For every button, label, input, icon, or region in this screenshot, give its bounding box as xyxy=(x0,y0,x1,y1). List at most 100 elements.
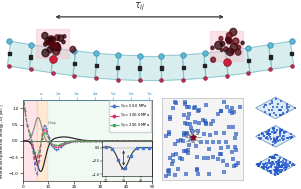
Point xyxy=(218,109,223,112)
Point xyxy=(164,174,169,177)
Circle shape xyxy=(215,41,222,49)
Point xyxy=(278,113,282,116)
Point xyxy=(287,162,292,165)
Point xyxy=(273,138,278,141)
Point xyxy=(271,160,276,163)
Circle shape xyxy=(220,41,225,46)
Point xyxy=(183,102,188,105)
Circle shape xyxy=(221,49,223,52)
Point xyxy=(275,102,280,105)
Point xyxy=(272,156,277,160)
Point xyxy=(277,113,282,116)
Point xyxy=(261,134,266,137)
Point xyxy=(283,168,288,171)
Point xyxy=(283,166,287,169)
Point xyxy=(187,140,191,143)
Point xyxy=(203,122,208,125)
Point xyxy=(265,135,269,138)
Point xyxy=(190,130,195,133)
Point xyxy=(264,137,268,140)
Point xyxy=(269,102,274,105)
Point xyxy=(186,117,191,120)
Polygon shape xyxy=(95,64,98,67)
Point xyxy=(194,167,199,170)
Point xyxy=(255,163,259,166)
Circle shape xyxy=(57,35,64,41)
Circle shape xyxy=(46,40,49,44)
Point xyxy=(275,160,280,163)
Circle shape xyxy=(211,57,216,62)
Point xyxy=(189,132,194,136)
Point xyxy=(222,170,226,174)
Point xyxy=(270,164,275,167)
Point xyxy=(281,139,285,142)
Point xyxy=(268,103,272,106)
Point xyxy=(282,169,287,172)
Point xyxy=(187,134,192,137)
Point xyxy=(278,170,283,173)
Point xyxy=(259,133,264,136)
Point xyxy=(274,168,278,171)
Point xyxy=(275,172,280,175)
Point xyxy=(264,165,268,168)
Point xyxy=(266,128,271,131)
Point xyxy=(263,163,268,166)
Polygon shape xyxy=(225,62,228,65)
Point xyxy=(190,138,195,141)
Point xyxy=(267,113,272,116)
Bar xyxy=(47,100,152,181)
Point xyxy=(259,137,263,140)
Point xyxy=(179,157,184,160)
Point xyxy=(281,131,286,134)
Point xyxy=(277,158,281,161)
Point xyxy=(182,134,187,137)
Circle shape xyxy=(53,43,60,51)
Point xyxy=(275,165,279,168)
Point xyxy=(187,113,191,116)
Point xyxy=(268,165,273,168)
Point xyxy=(286,163,291,166)
Point xyxy=(262,168,266,171)
Point xyxy=(266,165,271,168)
Polygon shape xyxy=(290,52,293,55)
Circle shape xyxy=(219,36,223,40)
Circle shape xyxy=(63,35,66,38)
Point xyxy=(272,156,277,160)
Point xyxy=(284,107,289,110)
Point xyxy=(173,101,178,105)
Polygon shape xyxy=(160,67,163,70)
Point xyxy=(203,103,208,106)
Point xyxy=(277,130,282,133)
Point xyxy=(277,161,281,164)
Circle shape xyxy=(56,46,61,51)
Point xyxy=(267,133,272,136)
Point xyxy=(271,161,276,164)
Point xyxy=(210,140,215,143)
Point xyxy=(275,169,280,172)
Point xyxy=(270,161,275,164)
Point xyxy=(220,160,225,163)
Point xyxy=(166,131,171,134)
Point xyxy=(193,105,197,108)
Point xyxy=(285,163,290,166)
Point xyxy=(274,139,279,143)
Point xyxy=(279,109,284,112)
Point xyxy=(278,127,283,130)
Point xyxy=(274,114,279,117)
Point xyxy=(178,139,183,142)
Point xyxy=(284,160,289,163)
Point xyxy=(276,136,281,139)
Polygon shape xyxy=(73,62,76,65)
Point xyxy=(189,132,194,135)
Circle shape xyxy=(62,40,65,44)
Point xyxy=(187,138,192,141)
Point xyxy=(284,103,289,106)
Point xyxy=(199,141,203,144)
Point xyxy=(275,171,279,174)
Point xyxy=(181,132,186,135)
Point xyxy=(171,159,175,162)
Point xyxy=(283,163,288,166)
Point xyxy=(269,131,274,134)
Point xyxy=(272,157,276,160)
Point xyxy=(277,168,282,171)
